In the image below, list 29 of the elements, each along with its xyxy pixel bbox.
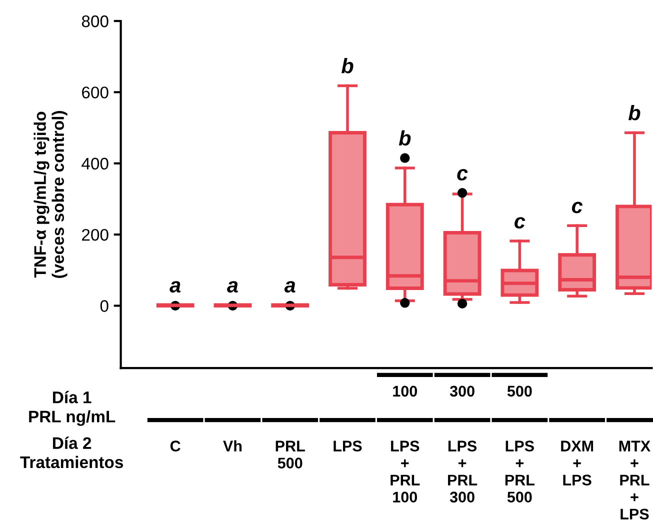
annotation: a [284, 281, 296, 293]
annotation: c [514, 217, 526, 229]
annotation: b [628, 105, 640, 120]
x-tick-label: LPS + PRL 500 [505, 440, 534, 502]
y-tick-label: 400 [82, 158, 108, 170]
annotation: a [170, 281, 181, 293]
y-tick-label: 600 [82, 86, 108, 98]
text: 100 [393, 386, 418, 397]
x-tick-label: PRL 500 [276, 440, 305, 468]
x-tick-label: LPS + PRL 300 [448, 440, 478, 503]
text: Día 2 Tratamientos [20, 436, 124, 468]
text: 500 [507, 386, 532, 397]
text: 300 [450, 386, 474, 397]
annotation: b [398, 130, 411, 146]
y-tick-label: 0 [100, 300, 108, 312]
x-tick-label: LPS [334, 440, 362, 452]
x-tick-label: LPS + PRL 100 [390, 440, 420, 502]
annotation: a [227, 281, 238, 293]
x-tick-label: C [170, 440, 180, 452]
annotation: b [342, 58, 354, 74]
text: Día 1 PRL ng/mL [29, 390, 116, 426]
y-tick-label: 200 [82, 228, 108, 241]
annotation: c [457, 169, 468, 180]
x-tick-label: MTX + PRL + LPS [619, 440, 650, 520]
x-tick-label: DXM + LPS [561, 440, 594, 486]
y-axis-title: TNF-α pg/mL/g tejido (veces sobre control) [34, 111, 68, 278]
y-tick-label: 800 [82, 15, 108, 28]
x-tick-label: Vh [223, 440, 242, 452]
annotation: c [572, 202, 583, 214]
